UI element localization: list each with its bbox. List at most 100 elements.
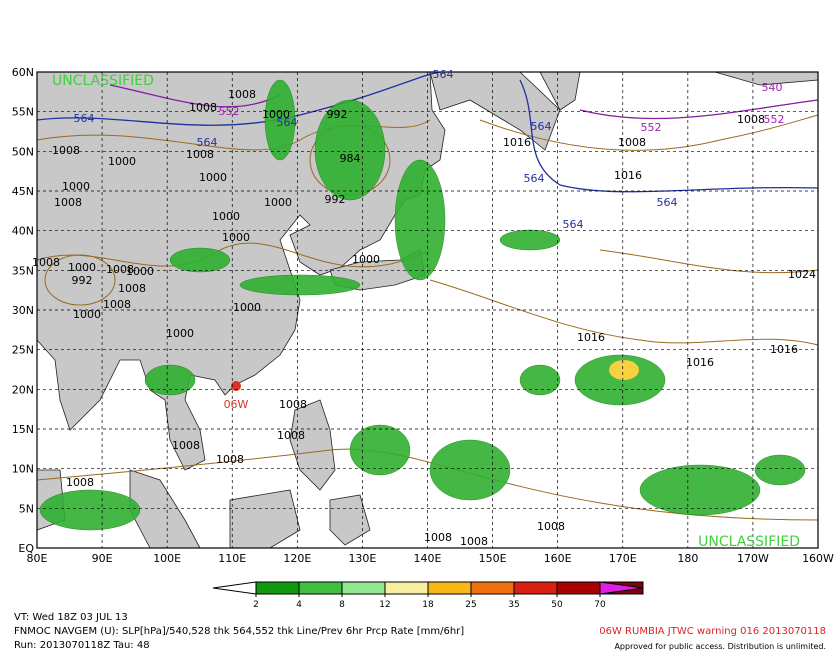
contour-label: 1016 [770,343,798,356]
classification: UNCLASSIFIED [698,534,800,550]
contour-label: 564 [197,136,218,149]
lon-label: 170E [609,552,637,565]
contour-label: 1008 [32,256,60,269]
contour-label: 1000 [352,253,380,266]
contour-label: 1008 [172,439,200,452]
contour-label: 1008 [54,196,82,209]
contour-label: 992 [72,274,93,287]
colorbar-segment [384,581,429,595]
lon-label: 110E [218,552,246,565]
colorbar-label: 8 [339,600,345,610]
contour-label: 1008 [118,282,146,295]
contour-label: 1008 [424,531,452,544]
colorbar-segment [556,581,601,595]
lat-label: 15N [12,423,34,436]
colorbar-segment [341,581,386,595]
contour-label: 1008 [618,136,646,149]
contour-label: 1008 [277,429,305,442]
footer-text: Run: 2013070118Z Tau: 48 [14,640,150,651]
contour-label: 1000 [233,301,261,314]
contour-label: 1008 [103,298,131,311]
lon-label: 130E [348,552,376,565]
contour-label: 1008 [66,476,94,489]
lat-label: 60N [12,66,34,79]
contour-label: 1008 [52,144,80,157]
contour-label: 1000 [68,261,96,274]
contour-label: 1008 [216,453,244,466]
lat-label: 50N [12,145,34,158]
contour-label: 1000 [73,308,101,321]
contour-label: 1008 [228,88,256,101]
footer-text: VT: Wed 18Z 03 JUL 13 [14,612,128,623]
contour-label: 1000 [212,210,240,223]
contour-label: 992 [327,108,348,121]
contour-label: 1000 [62,180,90,193]
lon-label: 150E [479,552,507,565]
lon-label: 180 [677,552,698,565]
contour-label: 564 [433,68,454,81]
philippines [289,399,336,491]
contour-label: 984 [340,152,361,165]
contour-label: 1016 [686,356,714,369]
borneo [229,489,301,549]
contour-label: 1016 [503,136,531,149]
lat-label: 45N [12,185,34,198]
contour-label: 1016 [614,169,642,182]
contour-label: 552 [219,105,240,118]
colorbar-label: 12 [379,600,390,610]
contour-label: 1000 [222,231,250,244]
lat-label: 20N [12,383,34,396]
colorbar-label: 35 [508,600,519,610]
footer-warning: 06W RUMBIA JTWC warning 016 2013070118 [599,626,826,637]
colorbar-segment [298,581,343,595]
contour-label: 564 [524,172,545,185]
contour-label: 564 [531,120,552,133]
thk552-contour [109,84,819,120]
lon-label: 80E [27,552,48,565]
colorbar-segment [427,581,472,595]
contour-label: 1016 [577,331,605,344]
contour-label: 564 [563,218,584,231]
footer-text: FNMOC NAVGEM (U): SLP[hPa]/540,528 thk 5… [14,626,464,637]
graticule [37,72,818,548]
colorbar-label: 4 [296,600,302,610]
storm-center [231,381,241,391]
lon-label: 100E [153,552,181,565]
colorbar-end [212,581,257,595]
colorbar-label: 25 [465,600,476,610]
lat-label: EQ [18,542,34,555]
lon-label: 140E [414,552,442,565]
contour-label: 1008 [106,263,134,276]
contour-label: 1008 [189,101,217,114]
precip-max [609,360,639,380]
contour-label: 552 [764,113,785,126]
colorbar-label: 50 [551,600,563,610]
lat-label: 10N [12,463,34,476]
contour-label: 564 [74,112,95,125]
contour-label: 1000 [199,171,227,184]
map-frame [36,71,819,549]
contour-label: 1000 [262,108,290,121]
lon-label: 160E [544,552,572,565]
contour-label: 1000 [126,265,154,278]
lon-label: 120E [283,552,311,565]
contour-label: 1008 [186,148,214,161]
colorbar-segment [513,581,558,595]
sulawesi [329,494,371,546]
colorbar-segment [255,581,300,595]
precip [39,79,806,531]
lat-label: 35N [12,264,34,277]
lon-label: 160W [802,552,834,565]
contour-label: 1000 [166,327,194,340]
lat-label: 55N [12,106,34,119]
contour-label: 1000 [264,196,292,209]
lon-label: 90E [92,552,113,565]
slp-contours [36,114,819,521]
classification: UNCLASSIFIED [52,73,154,89]
contour-label: 1008 [279,398,307,411]
contour-label: 1008 [537,520,565,533]
colorbar-segment [470,581,515,595]
lat-label: 25N [12,344,34,357]
